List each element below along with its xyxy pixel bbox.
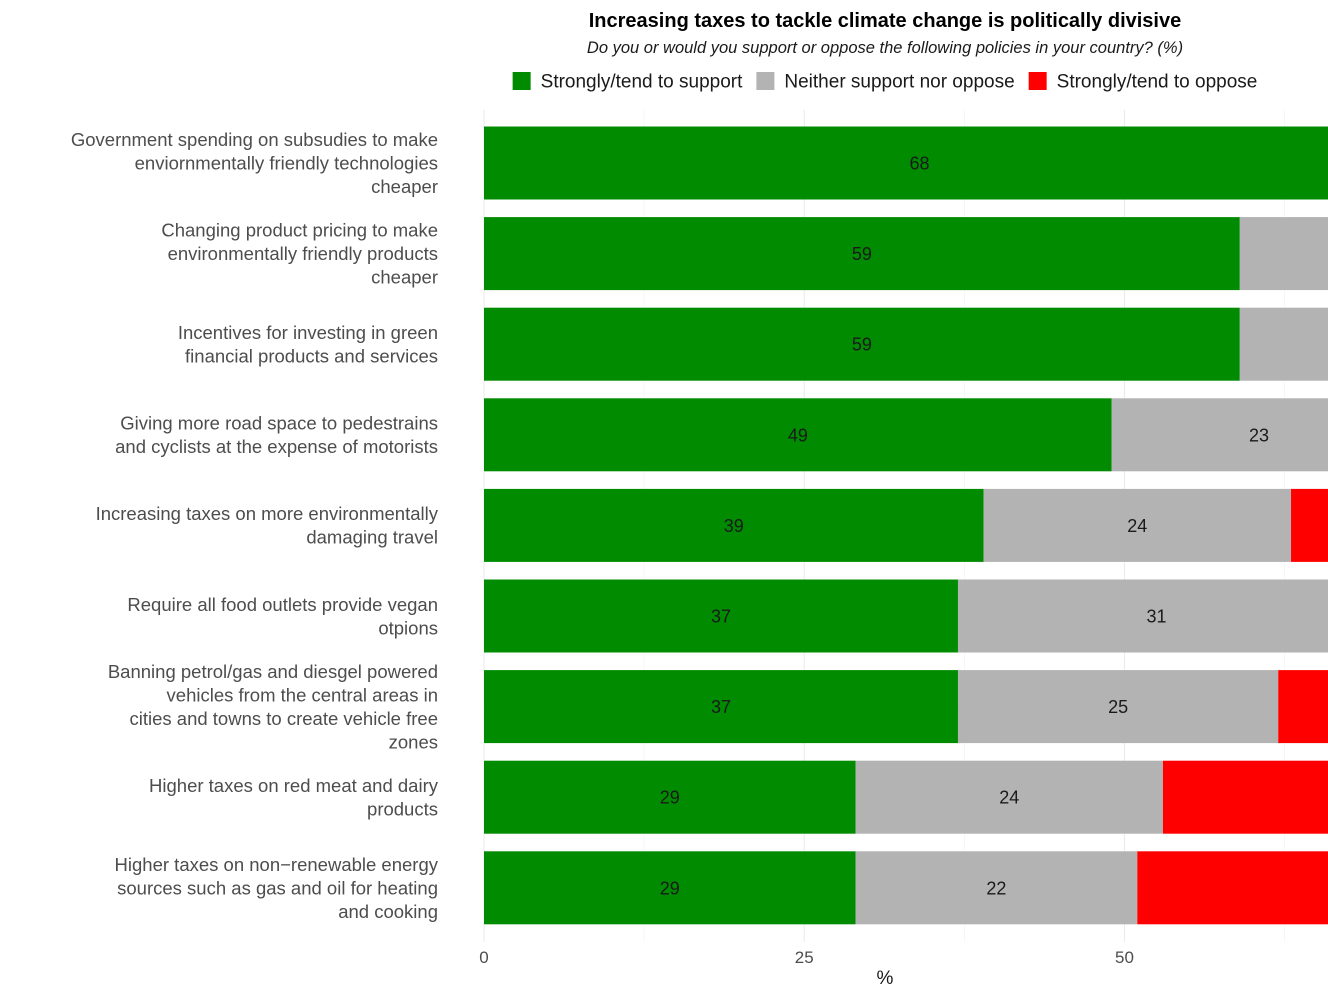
chart-subtitle: Do you or would you support or oppose th… bbox=[587, 39, 1183, 57]
bar-segment bbox=[957, 670, 1279, 744]
category-label: Higher taxes on red meat and dairy produc… bbox=[149, 775, 439, 820]
bar-segment bbox=[1111, 398, 1328, 472]
x-axis-title: % bbox=[877, 968, 894, 986]
bar-segment bbox=[484, 307, 1240, 381]
bar-segment bbox=[1239, 307, 1328, 381]
bar-segment bbox=[484, 851, 856, 925]
x-axis-ticks: 0255075 bbox=[479, 948, 1134, 967]
bar-value-label: 37 bbox=[711, 607, 731, 627]
chart-title: Increasing taxes to tackle climate chang… bbox=[589, 10, 1181, 32]
bar-segment bbox=[957, 579, 1328, 653]
bar-segment bbox=[484, 670, 958, 744]
bar-segment bbox=[484, 126, 1328, 200]
bar-value-label: 29 bbox=[660, 788, 680, 808]
bar-value-label: 49 bbox=[788, 425, 808, 445]
bar-value-label: 24 bbox=[999, 788, 1019, 808]
bar-segment bbox=[1137, 851, 1328, 925]
bar-value-label: 29 bbox=[660, 878, 680, 898]
category-label: Increasing taxes on more environmentally… bbox=[96, 503, 439, 548]
category-label: Incentives for investing in green financi… bbox=[178, 322, 438, 367]
legend-label: Strongly/tend to support bbox=[541, 72, 743, 93]
bar-value-label: 39 bbox=[724, 516, 744, 536]
bar-segment bbox=[1278, 670, 1328, 744]
bar-value-label: 59 bbox=[852, 244, 872, 264]
category-label: Require all food outlets provide vegan ot… bbox=[127, 594, 438, 639]
bar-segment bbox=[855, 851, 1138, 925]
category-label: Banning petrol/gas and diesgel powered ve… bbox=[108, 661, 438, 753]
bar-value-label: 22 bbox=[986, 878, 1006, 898]
category-labels: Government spending on subsudies to make… bbox=[71, 129, 439, 922]
x-tick-label: 0 bbox=[479, 948, 488, 967]
chart-legend: Strongly/tend to support Neither support … bbox=[512, 72, 1258, 93]
bar-segment bbox=[484, 488, 984, 562]
bar-segment bbox=[983, 488, 1292, 562]
legend-label: Strongly/tend to oppose bbox=[1057, 72, 1258, 93]
x-tick-label: 50 bbox=[1115, 948, 1134, 967]
legend-key bbox=[1028, 72, 1047, 90]
bar-value-label: 24 bbox=[1127, 516, 1147, 536]
category-label: Giving more road space to pedestrains and… bbox=[115, 413, 438, 458]
bar-segment bbox=[1239, 217, 1328, 291]
legend-key bbox=[512, 72, 531, 90]
bar-value-label: 23 bbox=[1249, 425, 1269, 445]
bar-value-label: 31 bbox=[1147, 607, 1167, 627]
bar-segment bbox=[484, 398, 1112, 472]
x-tick-label: 25 bbox=[795, 948, 814, 967]
bar-value-label: 37 bbox=[711, 697, 731, 717]
category-label: Higher taxes on non−renewable energy sour… bbox=[115, 854, 439, 922]
bar-segment bbox=[484, 579, 958, 653]
bar-value-label: 25 bbox=[1108, 697, 1128, 717]
category-label: Government spending on subsudies to make… bbox=[71, 129, 438, 197]
bar-value-label: 59 bbox=[852, 335, 872, 355]
category-label: Changing product pricing to make environm… bbox=[161, 220, 438, 288]
bars: 6816105920155922104923223924303731243725… bbox=[484, 126, 1328, 925]
bar-segment bbox=[855, 760, 1163, 834]
legend-label: Neither support nor oppose bbox=[784, 72, 1014, 93]
bar-value-label: 68 bbox=[910, 154, 930, 174]
bar-segment bbox=[1162, 760, 1328, 834]
bar-segment bbox=[1291, 488, 1328, 562]
bar-segment bbox=[484, 217, 1240, 291]
legend-key bbox=[756, 72, 775, 90]
bar-segment bbox=[484, 760, 856, 834]
